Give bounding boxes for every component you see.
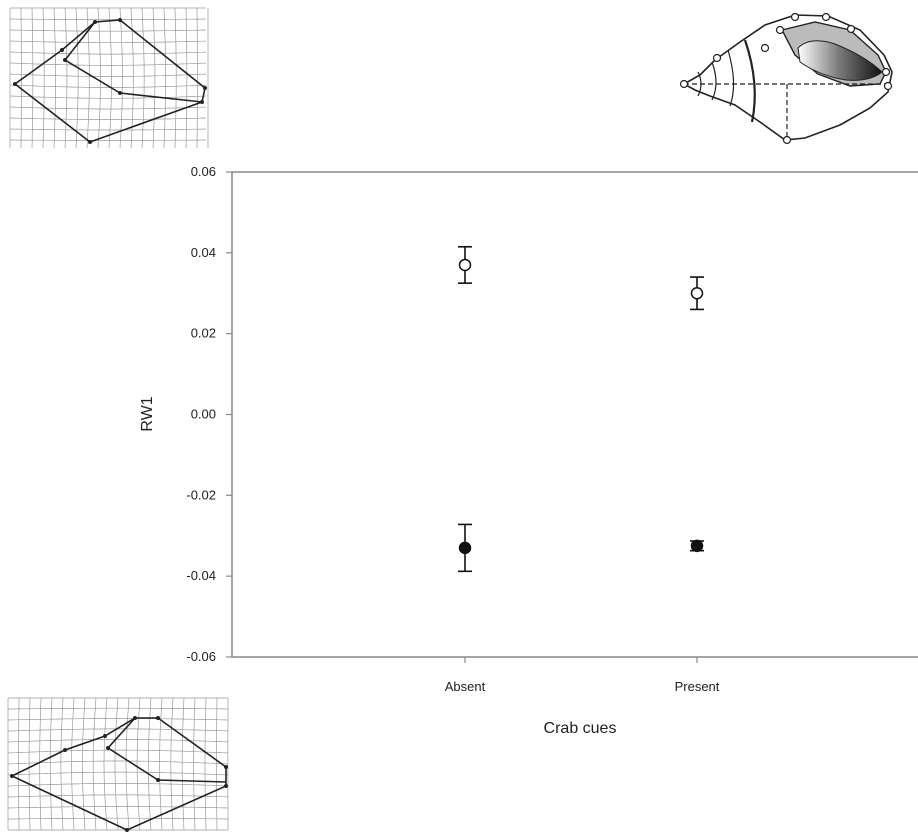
grid-line [7,771,229,776]
grid-line [49,697,53,831]
grid-line [216,697,218,831]
grid-line [8,817,229,820]
shell-spire-ring-3 [727,49,735,107]
grid-line [147,697,152,831]
grid-line [7,794,229,798]
grid-line [7,783,229,787]
y-tick-label: -0.02 [186,487,216,502]
grid-line [8,707,229,710]
open-point-absent [458,258,472,272]
deformation-grid-bottom-left [7,697,229,832]
grid-line [9,51,207,55]
grid-line [18,698,20,830]
landmark-inner-bottom-left [106,717,227,783]
open-point-present [690,287,704,300]
grid-line [7,728,229,732]
grid-line [39,697,42,831]
grid-line [71,697,75,831]
shell-spire-ring-2 [711,61,717,101]
plot-area: 0.06 0.04 0.02 0.00 -0.02 -0.04 -0.06 Absent Pr… [186,164,918,694]
grid-line [174,7,177,149]
grid-line [141,7,145,149]
grid-line [97,7,101,149]
grid-line [185,7,188,149]
grid-line [9,117,207,120]
grid-line [7,749,229,754]
shell-illustration [679,12,893,145]
grid-line [9,84,207,88]
grid-line [7,806,229,809]
y-tick-label: 0.06 [191,164,216,179]
grid-line [114,697,119,831]
grid-line [81,697,86,831]
grid-line [31,7,34,149]
grid-line [136,697,141,831]
grid-line [92,697,97,831]
grid-line [64,7,68,149]
deformation-grid-top-left [9,7,209,149]
landmark-outline-top-left [14,19,206,143]
grid-line [9,40,207,44]
grid-line [9,73,207,77]
grid-line [119,7,123,149]
grid-line [28,697,31,831]
grid-line [7,760,229,765]
y-axis-title: RW1 [139,396,156,431]
filled-point-absent [458,541,472,555]
y-tick-label: -0.06 [186,649,216,664]
grid-line [42,7,45,149]
grid-line [9,106,207,110]
x-axis-title: Crab cues [544,720,617,737]
grid-line [204,697,207,831]
grid-line [130,7,134,149]
grid-line [152,7,156,149]
grid-line [53,7,56,149]
grid-line [75,7,79,149]
grid-line [170,697,174,831]
grid-line [10,18,207,20]
grid-line [7,718,229,721]
grid-line [125,697,130,831]
y-tick-label: 0.02 [191,326,216,341]
grid-line [163,7,166,149]
x-tick-label-present: Present [675,679,720,694]
grid-line [60,697,64,831]
grid-line [9,95,207,99]
x-tick-label-absent: Absent [445,679,486,694]
filled-point-present [690,539,704,553]
grid-line [193,697,196,831]
y-tick-label: 0.00 [191,407,216,422]
grid-line [108,7,112,149]
y-tick-label: -0.04 [186,568,216,583]
grid-line [7,739,229,743]
landmark-inner-top-left [63,21,203,103]
grid-line [9,128,207,131]
grid-line [9,29,207,32]
shell-suture [743,39,756,123]
y-tick-label: 0.04 [191,245,216,260]
grid-line [181,697,185,831]
grid-line [103,697,108,831]
